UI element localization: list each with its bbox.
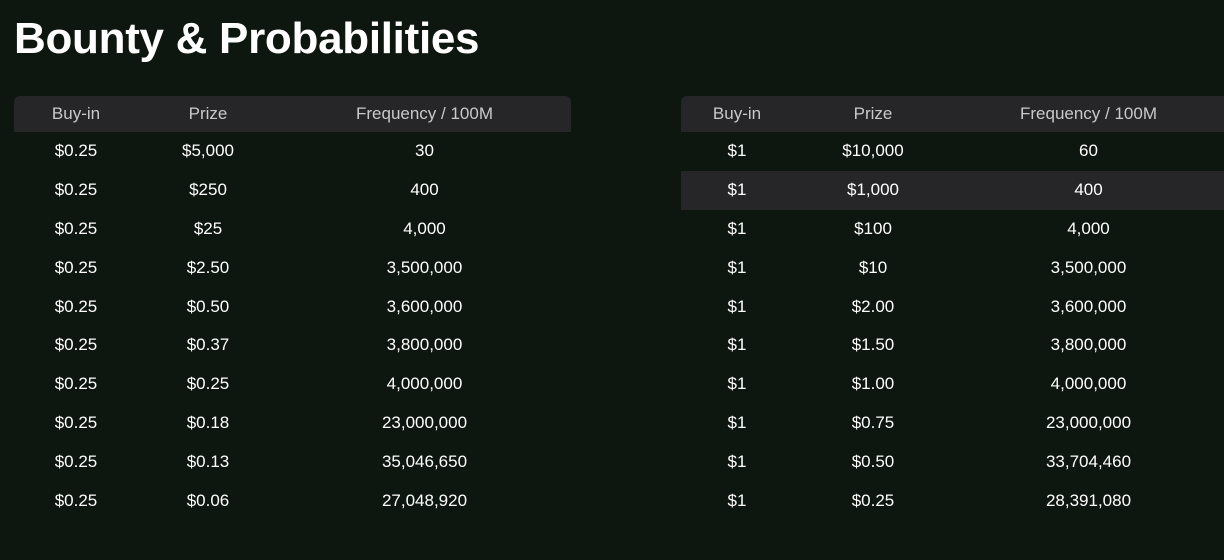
table-row: $0.25 $250 400 xyxy=(14,171,571,210)
prize-cell: $2.50 xyxy=(186,257,230,277)
prize-cell: $10,000 xyxy=(842,141,904,161)
buy-in-cell: $0.25 xyxy=(54,490,98,510)
prize-cell: $0.18 xyxy=(186,412,230,432)
frequency-cell: 4,000,000 xyxy=(1050,374,1127,394)
table-row: $0.25 $0.18 23,000,000 xyxy=(14,404,571,443)
frequency-cell: 27,048,920 xyxy=(381,490,468,510)
prize-cell: $0.50 xyxy=(186,296,230,316)
table-header-row: Buy-in Prize Frequency / 100M xyxy=(14,96,571,132)
prize-cell: $0.37 xyxy=(186,335,230,355)
prize-cell: $0.75 xyxy=(851,412,895,432)
prize-cell: $100 xyxy=(854,218,892,238)
buy-in-cell: $0.25 xyxy=(54,451,98,471)
table-row: $1 $100 4,000 xyxy=(681,210,1224,249)
table-row: $0.25 $0.50 3,600,000 xyxy=(14,287,571,326)
column-header-frequency: Frequency / 100M xyxy=(278,96,571,132)
column-header-prize: Prize xyxy=(793,96,953,132)
column-header-prize: Prize xyxy=(138,96,278,132)
buy-in-cell: $1 xyxy=(727,296,747,316)
prize-cell: $0.25 xyxy=(186,374,230,394)
column-header-buy-in: Buy-in xyxy=(681,96,793,132)
prize-cell: $2.00 xyxy=(851,296,895,316)
buy-in-cell: $1 xyxy=(727,451,747,471)
frequency-cell: 35,046,650 xyxy=(381,451,468,471)
prize-cell: $250 xyxy=(189,180,227,200)
table-row: $1 $10,000 60 xyxy=(681,132,1224,171)
table-row: $0.25 $0.37 3,800,000 xyxy=(14,326,571,365)
frequency-cell: 3,600,000 xyxy=(1050,296,1127,316)
table-row: $1 $1,000 400 xyxy=(681,170,1224,210)
frequency-cell: 3,800,000 xyxy=(386,335,463,355)
prize-cell: $0.25 xyxy=(851,490,895,510)
frequency-cell: 23,000,000 xyxy=(381,412,468,432)
table-row: $1 $1.50 3,800,000 xyxy=(681,326,1224,365)
frequency-cell: 60 xyxy=(1079,141,1098,161)
frequency-cell: 400 xyxy=(953,170,1224,210)
buy-in-cell: $1 xyxy=(727,374,747,394)
frequency-cell: 3,500,000 xyxy=(1050,257,1127,277)
page-title: Bounty & Probabilities xyxy=(14,14,480,63)
bounty-table-right: Buy-in Prize Frequency / 100M $1 $10,000 6… xyxy=(681,96,1224,520)
column-header-buy-in: Buy-in xyxy=(14,96,138,132)
buy-in-cell: $0.25 xyxy=(54,141,98,161)
bounty-table-left: Buy-in Prize Frequency / 100M $0.25 $5,00… xyxy=(14,96,571,520)
table-row: $0.25 $0.06 27,048,920 xyxy=(14,481,571,520)
frequency-cell: 400 xyxy=(410,180,439,200)
frequency-cell: 4,000,000 xyxy=(386,374,463,394)
table-row: $0.25 $0.13 35,046,650 xyxy=(14,442,571,481)
prize-cell: $1,000 xyxy=(793,170,953,210)
buy-in-cell: $0.25 xyxy=(54,218,98,238)
frequency-cell: 4,000 xyxy=(403,218,446,238)
frequency-cell: 30 xyxy=(415,141,434,161)
column-header-frequency: Frequency / 100M xyxy=(953,96,1224,132)
frequency-cell: 3,800,000 xyxy=(1050,335,1127,355)
buy-in-cell: $1 xyxy=(681,170,793,210)
table-row: $1 $0.75 23,000,000 xyxy=(681,404,1224,443)
table-row: $0.25 $5,000 30 xyxy=(14,132,571,171)
prize-cell: $1.00 xyxy=(851,374,895,394)
buy-in-cell: $1 xyxy=(727,257,747,277)
prize-cell: $5,000 xyxy=(182,141,234,161)
prize-cell: $0.13 xyxy=(186,451,230,471)
buy-in-cell: $0.25 xyxy=(54,257,98,277)
table-row: $1 $2.00 3,600,000 xyxy=(681,287,1224,326)
buy-in-cell: $1 xyxy=(727,412,747,432)
frequency-cell: 4,000 xyxy=(1067,218,1110,238)
buy-in-cell: $0.25 xyxy=(54,335,98,355)
table-row: $1 $0.25 28,391,080 xyxy=(681,481,1224,520)
table-row: $1 $0.50 33,704,460 xyxy=(681,442,1224,481)
buy-in-cell: $1 xyxy=(727,335,747,355)
table-row: $0.25 $2.50 3,500,000 xyxy=(14,248,571,287)
buy-in-cell: $1 xyxy=(727,490,747,510)
table-body: $1 $10,000 60 $1 $1,000 400 $1 $100 4,000 $1 $10 3,… xyxy=(681,132,1224,520)
frequency-cell: 33,704,460 xyxy=(1045,451,1132,471)
prize-cell: $10 xyxy=(858,257,888,277)
prize-cell: $0.06 xyxy=(186,490,230,510)
buy-in-cell: $0.25 xyxy=(54,412,98,432)
table-row: $0.25 $0.25 4,000,000 xyxy=(14,365,571,404)
buy-in-cell: $1 xyxy=(727,141,747,161)
table-row: $0.25 $25 4,000 xyxy=(14,210,571,249)
frequency-cell: 3,600,000 xyxy=(386,296,463,316)
prize-cell: $1.50 xyxy=(851,335,895,355)
buy-in-cell: $1 xyxy=(727,218,747,238)
prize-cell: $25 xyxy=(193,218,223,238)
frequency-cell: 3,500,000 xyxy=(386,257,463,277)
table-row: $1 $1.00 4,000,000 xyxy=(681,365,1224,404)
buy-in-cell: $0.25 xyxy=(54,374,98,394)
table-row: $1 $10 3,500,000 xyxy=(681,248,1224,287)
buy-in-cell: $0.25 xyxy=(54,180,98,200)
table-body: $0.25 $5,000 30 $0.25 $250 400 $0.25 $25 4,000 $0… xyxy=(14,132,571,520)
buy-in-cell: $0.25 xyxy=(54,296,98,316)
frequency-cell: 23,000,000 xyxy=(1045,412,1132,432)
table-header-row: Buy-in Prize Frequency / 100M xyxy=(681,96,1224,132)
prize-cell: $0.50 xyxy=(851,451,895,471)
frequency-cell: 28,391,080 xyxy=(1045,490,1132,510)
